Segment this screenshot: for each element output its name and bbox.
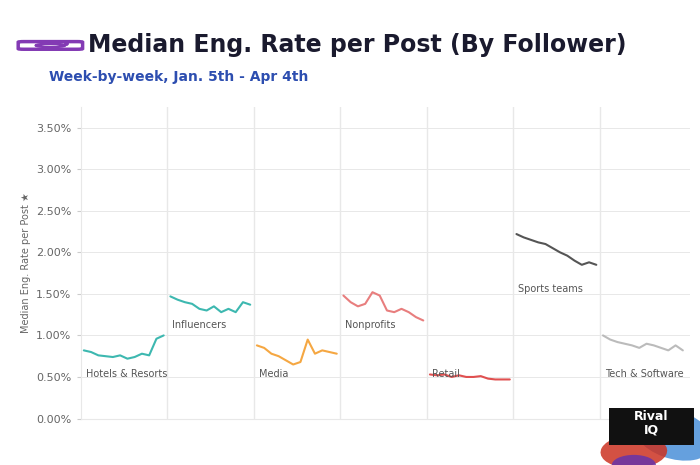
Ellipse shape — [601, 435, 667, 465]
Ellipse shape — [612, 455, 656, 465]
Text: Media: Media — [259, 370, 288, 379]
Text: Retail: Retail — [432, 369, 460, 379]
Y-axis label: Median Eng. Rate per Post ★: Median Eng. Rate per Post ★ — [20, 193, 31, 333]
FancyBboxPatch shape — [609, 408, 694, 445]
Text: Hotels & Resorts: Hotels & Resorts — [86, 370, 167, 379]
Ellipse shape — [634, 409, 700, 461]
Text: Influencers: Influencers — [172, 320, 227, 331]
Text: Nonprofits: Nonprofits — [345, 320, 396, 331]
Text: Median Eng. Rate per Post (By Follower): Median Eng. Rate per Post (By Follower) — [88, 33, 626, 58]
Text: Rival
IQ: Rival IQ — [634, 410, 668, 437]
Text: Week-by-week, Jan. 5th - Apr 4th: Week-by-week, Jan. 5th - Apr 4th — [49, 70, 309, 84]
Text: Sports teams: Sports teams — [519, 284, 583, 294]
Text: Tech & Software: Tech & Software — [605, 370, 684, 379]
